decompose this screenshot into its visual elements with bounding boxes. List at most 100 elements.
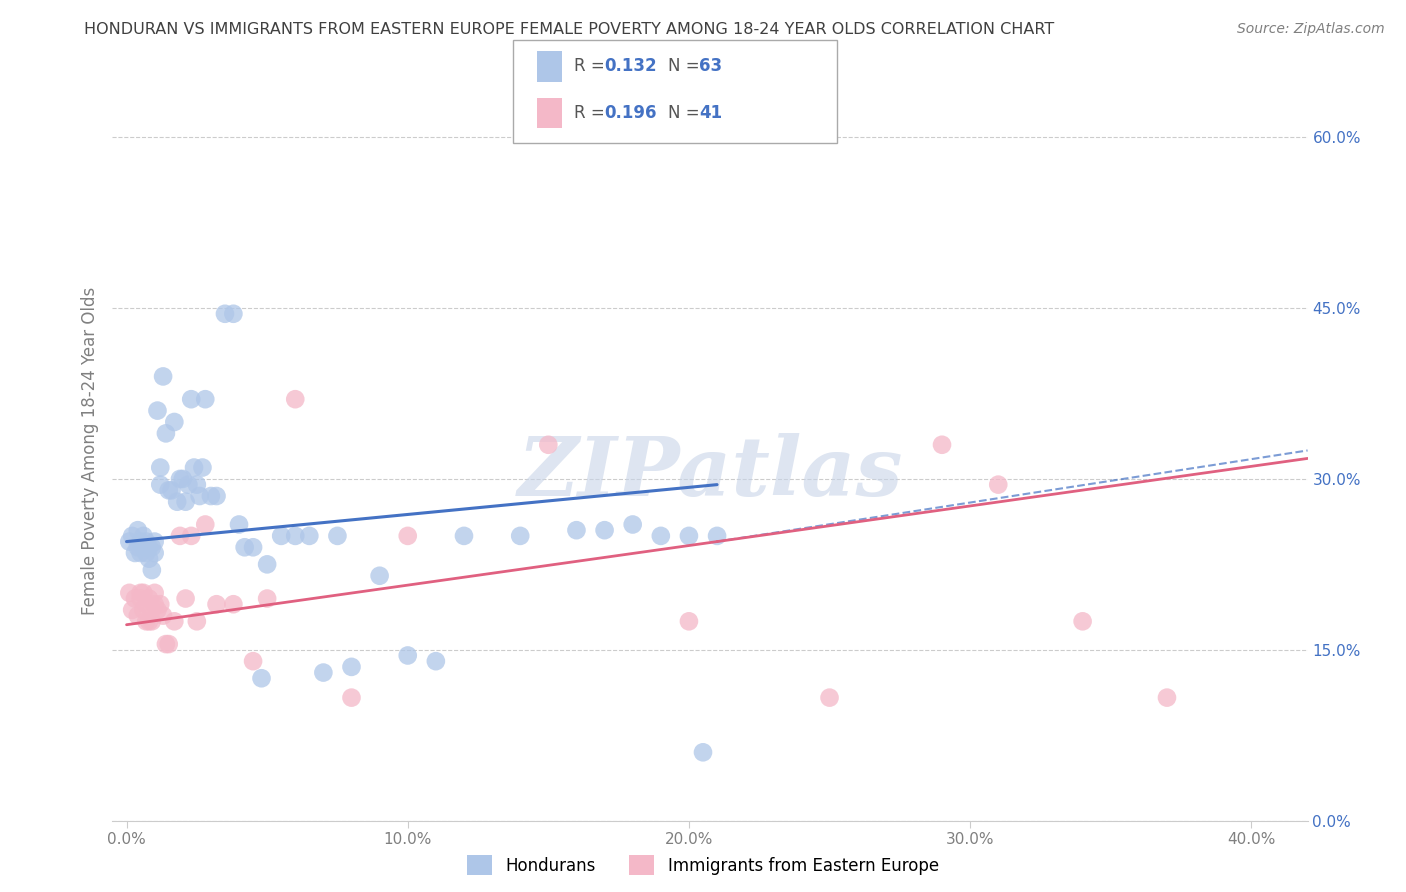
Point	[242, 654, 264, 668]
Point	[121, 603, 143, 617]
Point	[987, 477, 1010, 491]
Point	[1156, 690, 1178, 705]
Point	[233, 541, 256, 555]
Point	[593, 523, 616, 537]
Y-axis label: Female Poverty Among 18-24 Year Olds: Female Poverty Among 18-24 Year Olds	[80, 286, 98, 615]
Point	[127, 523, 149, 537]
Point	[180, 392, 202, 407]
Point	[186, 477, 208, 491]
Point	[222, 597, 245, 611]
Point	[141, 563, 163, 577]
Point	[132, 541, 155, 555]
Point	[177, 477, 200, 491]
Point	[135, 534, 157, 549]
Point	[132, 603, 155, 617]
Point	[135, 597, 157, 611]
Point	[169, 529, 191, 543]
Text: 63: 63	[699, 57, 721, 75]
Point	[214, 307, 236, 321]
Point	[124, 591, 146, 606]
Point	[453, 529, 475, 543]
Text: R =: R =	[574, 57, 610, 75]
Point	[678, 615, 700, 629]
Point	[312, 665, 335, 680]
Text: ZIPatlas: ZIPatlas	[517, 433, 903, 513]
Point	[129, 586, 152, 600]
Point	[621, 517, 644, 532]
Point	[163, 615, 186, 629]
Point	[270, 529, 292, 543]
Point	[183, 460, 205, 475]
Point	[222, 307, 245, 321]
Point	[124, 546, 146, 560]
Point	[169, 472, 191, 486]
Point	[1071, 615, 1094, 629]
Point	[155, 637, 177, 651]
Point	[205, 597, 228, 611]
Point	[284, 529, 307, 543]
Point	[931, 438, 953, 452]
Point	[298, 529, 321, 543]
Point	[118, 534, 141, 549]
Point	[186, 615, 208, 629]
Point	[692, 745, 714, 759]
Text: 0.132: 0.132	[605, 57, 657, 75]
Text: Source: ZipAtlas.com: Source: ZipAtlas.com	[1237, 22, 1385, 37]
Point	[132, 529, 155, 543]
Point	[256, 558, 278, 572]
Point	[129, 546, 152, 560]
Point	[152, 369, 174, 384]
Point	[127, 608, 149, 623]
Point	[242, 541, 264, 555]
Text: 41: 41	[699, 104, 721, 122]
Point	[157, 637, 180, 651]
Point	[706, 529, 728, 543]
Point	[118, 586, 141, 600]
Point	[509, 529, 531, 543]
Point	[129, 591, 152, 606]
Point	[205, 489, 228, 503]
Point	[143, 597, 166, 611]
Point	[138, 551, 160, 566]
Point	[565, 523, 588, 537]
Point	[135, 615, 157, 629]
Text: HONDURAN VS IMMIGRANTS FROM EASTERN EUROPE FEMALE POVERTY AMONG 18-24 YEAR OLDS : HONDURAN VS IMMIGRANTS FROM EASTERN EURO…	[84, 22, 1054, 37]
Point	[121, 529, 143, 543]
Point	[135, 546, 157, 560]
Point	[174, 591, 197, 606]
Legend: Hondurans, Immigrants from Eastern Europe: Hondurans, Immigrants from Eastern Europ…	[458, 847, 948, 884]
Point	[194, 517, 217, 532]
Point	[138, 541, 160, 555]
Point	[143, 534, 166, 549]
Point	[228, 517, 250, 532]
Point	[678, 529, 700, 543]
Point	[166, 494, 188, 508]
Point	[138, 615, 160, 629]
Point	[146, 403, 169, 417]
Point	[141, 603, 163, 617]
Point	[340, 660, 363, 674]
Point	[650, 529, 672, 543]
Point	[146, 603, 169, 617]
Point	[160, 483, 183, 498]
Point	[188, 489, 211, 503]
Point	[368, 568, 391, 582]
Point	[250, 671, 273, 685]
Point	[127, 541, 149, 555]
Text: N =: N =	[668, 104, 704, 122]
Point	[194, 392, 217, 407]
Point	[191, 460, 214, 475]
Point	[396, 529, 419, 543]
Point	[157, 483, 180, 498]
Point	[143, 586, 166, 600]
Point	[138, 591, 160, 606]
Point	[143, 546, 166, 560]
Text: N =: N =	[668, 57, 704, 75]
Point	[818, 690, 841, 705]
Point	[537, 438, 560, 452]
Point	[172, 472, 194, 486]
Point	[180, 529, 202, 543]
Point	[152, 608, 174, 623]
Text: R =: R =	[574, 104, 610, 122]
Point	[174, 494, 197, 508]
